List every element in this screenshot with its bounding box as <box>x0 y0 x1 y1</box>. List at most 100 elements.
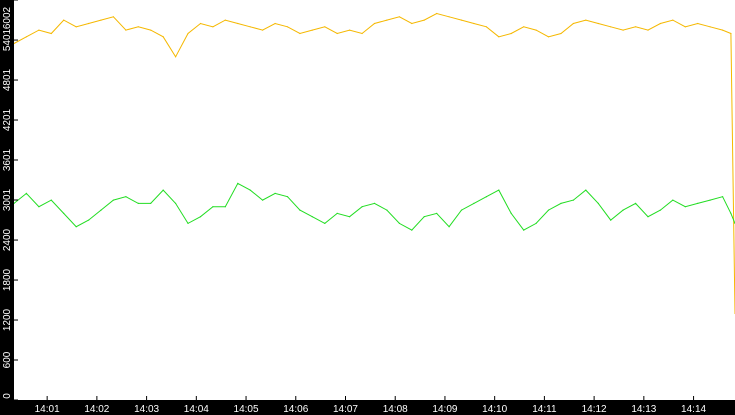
data-point <box>63 19 65 21</box>
data-point <box>523 229 525 231</box>
data-point <box>485 196 487 198</box>
data-point <box>361 206 363 208</box>
data-point <box>498 189 500 191</box>
x-tick-label: 14:01 <box>35 404 60 415</box>
data-point <box>125 196 127 198</box>
data-point <box>187 32 189 35</box>
data-point <box>299 32 301 35</box>
x-tick-label: 14:08 <box>383 404 408 415</box>
y-tick-label: 4801 <box>2 68 13 91</box>
data-point <box>585 19 587 21</box>
data-point <box>423 19 425 21</box>
data-point <box>597 22 599 25</box>
data-point <box>709 199 711 201</box>
data-point <box>510 212 512 214</box>
data-point <box>535 222 537 224</box>
data-point <box>150 29 152 31</box>
data-point <box>448 226 450 228</box>
data-point <box>547 36 550 38</box>
data-point <box>510 32 512 35</box>
data-point <box>75 226 77 228</box>
data-point <box>137 202 139 204</box>
x-tick-label: 14:05 <box>234 404 259 415</box>
data-point <box>730 32 732 35</box>
y-tick-label: 3001 <box>2 188 13 211</box>
data-point <box>361 32 363 35</box>
data-point <box>162 36 164 38</box>
data-point <box>88 22 90 25</box>
data-point <box>88 219 90 221</box>
data-point <box>672 19 674 21</box>
data-point <box>622 29 624 31</box>
data-point <box>386 19 388 21</box>
data-point <box>224 206 226 208</box>
series-line <box>13 12 735 314</box>
data-point <box>535 29 537 31</box>
data-point <box>684 206 686 208</box>
data-point <box>730 212 732 214</box>
data-point <box>523 26 525 28</box>
x-axis: 14:01 14:02 14:03 14:04 14:05 14:06 14:07 14:08… <box>35 396 707 415</box>
series-layer <box>13 12 735 314</box>
data-point <box>162 189 164 191</box>
data-point <box>349 29 351 31</box>
data-point <box>349 216 351 218</box>
data-point <box>386 209 388 211</box>
data-point <box>697 22 699 25</box>
data-point <box>460 209 463 211</box>
data-point <box>585 189 587 191</box>
data-point <box>485 26 487 28</box>
data-point <box>411 22 413 25</box>
data-point <box>436 12 438 15</box>
data-point <box>286 26 289 28</box>
data-point <box>212 26 214 28</box>
data-point <box>50 199 52 201</box>
data-point <box>572 22 575 25</box>
data-point <box>249 26 251 28</box>
y-tick-label: 5401 <box>2 28 13 51</box>
x-tick-label: 14:12 <box>582 404 607 415</box>
x-tick-label: 14:04 <box>184 404 209 415</box>
data-point <box>175 56 177 58</box>
data-point <box>237 22 239 25</box>
data-point <box>50 32 52 35</box>
data-point <box>249 189 251 191</box>
series-line <box>13 182 735 231</box>
x-tick-label: 14:13 <box>631 404 656 415</box>
data-point <box>473 22 475 25</box>
data-point <box>75 26 77 28</box>
data-point <box>212 206 214 208</box>
data-point <box>125 29 127 31</box>
x-tick-label: 14:03 <box>134 404 159 415</box>
data-point <box>63 212 65 214</box>
x-axis-bar <box>0 400 735 415</box>
data-point <box>199 216 202 218</box>
data-point <box>25 192 27 194</box>
data-point <box>299 209 301 211</box>
x-tick-label: 14:09 <box>432 404 457 415</box>
data-point <box>659 22 662 25</box>
data-point <box>547 209 550 211</box>
x-tick-label: 14:06 <box>283 404 308 415</box>
data-point <box>373 22 376 25</box>
data-point <box>722 29 724 31</box>
data-point <box>274 22 276 25</box>
y-tick-label: 4201 <box>2 108 13 131</box>
data-point <box>411 229 413 231</box>
data-point <box>112 199 114 201</box>
data-point <box>610 26 612 28</box>
x-tick-label: 14:14 <box>681 404 706 415</box>
x-tick-label: 14:02 <box>84 404 109 415</box>
y-axis-bar <box>0 0 14 415</box>
data-point <box>572 199 575 201</box>
data-point <box>473 202 475 204</box>
x-tick-label: 14:11 <box>532 404 557 415</box>
data-point <box>498 36 500 38</box>
y-tick-label: 1800 <box>2 268 13 291</box>
data-point <box>224 19 226 21</box>
data-point <box>560 32 562 35</box>
data-point <box>324 26 326 28</box>
data-point <box>659 209 662 211</box>
data-point <box>709 26 711 28</box>
